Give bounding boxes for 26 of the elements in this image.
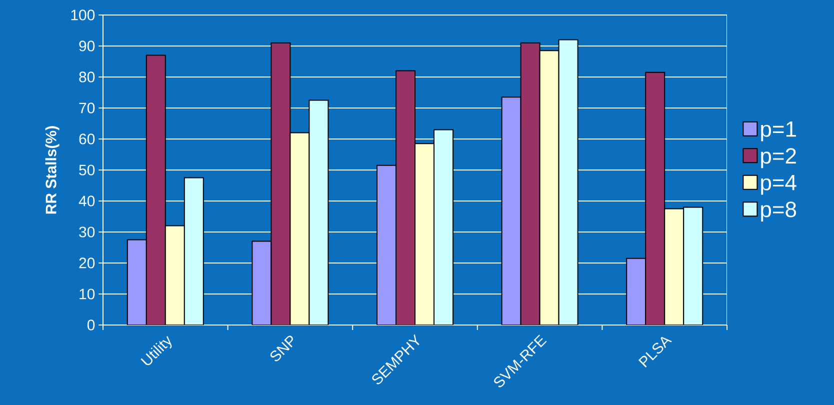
- legend-label: p=8: [761, 202, 796, 222]
- y-tick-label: 90: [79, 40, 95, 52]
- y-tick-label: 0: [87, 320, 95, 330]
- y-tick-label: 20: [79, 258, 95, 268]
- bar: [184, 177, 204, 325]
- legend-label: p=2: [761, 148, 796, 168]
- bar: [414, 143, 434, 325]
- y-tick-label: 40: [78, 196, 95, 206]
- bar: [290, 132, 310, 325]
- bar: [539, 50, 560, 325]
- y-tick-label: 80: [79, 72, 95, 82]
- y-tick-label: 100: [71, 10, 95, 20]
- legend-label: p=4: [761, 175, 796, 195]
- bar: [164, 225, 185, 325]
- y-tick-label: 50: [79, 164, 95, 176]
- y-axis-title: RR Stalls(%): [45, 126, 60, 214]
- bar: [664, 208, 684, 325]
- y-tick-label: 30: [79, 226, 95, 238]
- bar: [434, 129, 454, 325]
- legend-label: p=1: [761, 122, 796, 142]
- y-tick-label: 60: [79, 134, 95, 144]
- bar: [308, 100, 329, 325]
- bar: [683, 206, 704, 325]
- y-tick-label: 10: [80, 288, 95, 300]
- y-tick-label: 70: [79, 102, 95, 114]
- bar: [558, 39, 578, 325]
